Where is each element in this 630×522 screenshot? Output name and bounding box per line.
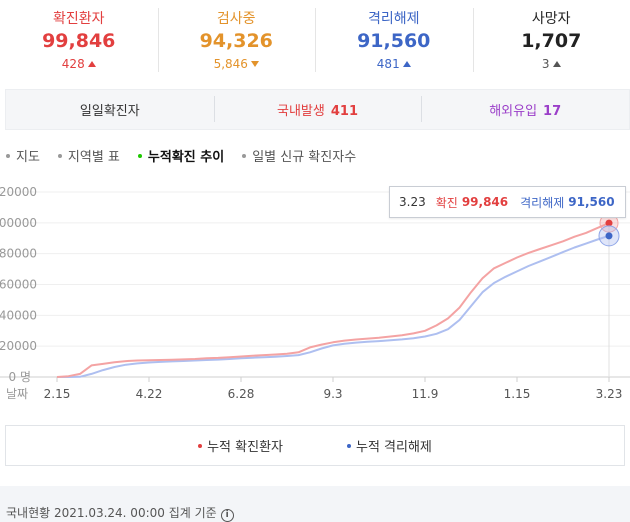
stat-label: 사망자 [531,11,571,27]
stat-change: 481 [315,57,473,71]
x-tick-label: 4.22 [136,387,163,401]
stat-confirmed: 확진환자 99,846 428 [0,0,158,80]
chart-legend: 누적 확진환자 누적 격리해제 [5,425,625,466]
daily-overseas-value: 17 [543,104,562,119]
stat-change: 3 [473,57,630,71]
y-tick-label: 60000 [0,278,37,292]
tooltip-confirmed-label: 확진 [435,195,458,210]
stat-value: 1,707 [521,30,582,52]
legend-label: 누적 확진환자 [207,440,283,455]
stat-change: 428 [0,57,158,71]
series-line-released [57,234,610,378]
tab-daily-new[interactable]: 일별 신규 확진자수 [242,146,356,166]
daily-domestic: 국내발생 411 [213,96,422,122]
tab-cumulative-trend[interactable]: 누적확진 추이 [137,146,225,166]
tab-label: 누적확진 추이 [147,150,225,165]
stat-testing: 검사중 94,326 5,846 [157,0,316,80]
stat-change: 5,846 [158,57,316,71]
confirmed-marker [605,219,613,227]
chart-tooltip: 3.23 확진 99,846 격리해제 91,560 [389,186,626,218]
daily-overseas: 해외유입 17 [421,96,629,122]
arrow-down-icon [250,61,259,67]
stat-label: 격리해제 [367,11,420,27]
bullet-icon [137,154,142,158]
x-tick-label: 3.23 [596,387,623,401]
y-tick-label: 80000 [0,247,37,261]
stat-label: 확진환자 [52,11,105,27]
arrow-up-icon [402,61,411,67]
x-tick-label: 6.28 [228,387,255,401]
cumulative-chart[interactable]: 0 명 20000 40000 60000 80000 100000 120000 날짜 2.1… [0,175,630,410]
arrow-up-icon [87,61,96,67]
tooltip-released-label: 격리해제 [520,195,565,210]
daily-domestic-value: 411 [330,104,358,119]
stat-value: 94,326 [199,30,273,52]
tab-map[interactable]: 지도 [6,146,40,166]
stat-deaths: 사망자 1,707 3 [472,0,630,80]
tab-region-table[interactable]: 지역별 표 [57,146,120,166]
legend-label: 누적 격리해제 [356,440,432,455]
x-axis-label: 날짜 [6,387,28,401]
stat-change-value: 428 [61,57,85,71]
y-tick-label: 100000 [0,216,37,230]
tab-label: 지역별 표 [67,150,120,165]
released-marker [605,232,613,240]
bullet-icon [242,154,247,158]
y-tick-label: 120000 [0,185,37,199]
tab-label: 일별 신규 확진자수 [252,150,357,165]
tooltip-confirmed-value: 99,846 [461,195,509,209]
tooltip-date: 3.23 [399,195,426,209]
footer-text: 국내현황 2021.03.24. 00:00 집계 기준 [6,506,217,520]
stat-value: 99,846 [42,30,116,52]
stat-change-value: 3 [541,57,550,71]
series-line-confirmed [56,222,610,378]
footer: 국내현황 2021.03.24. 00:00 집계 기준 i [0,486,630,522]
x-tick-label: 9.3 [323,387,342,401]
legend-confirmed[interactable]: 누적 확진환자 [198,436,283,455]
x-tick-label: 11.9 [412,387,439,401]
stat-released: 격리해제 91,560 481 [315,0,473,80]
stats-summary: 확진환자 99,846 428 검사중 94,326 5,846 격리해제 91… [0,0,630,80]
legend-dot-icon [198,444,203,448]
daily-overseas-label: 해외유입 [489,104,538,119]
info-icon[interactable]: i [220,509,234,522]
stat-value: 91,560 [357,30,431,52]
view-tabs: 지도 지역별 표 누적확진 추이 일별 신규 확진자수 [6,146,374,166]
daily-domestic-label: 국내발생 [277,104,325,119]
y-tick-label: 20000 [0,339,37,353]
stat-change-value: 481 [376,57,400,71]
daily-label: 일일확진자 [79,104,140,119]
y-tick-label: 0 명 [9,370,32,384]
bullet-icon [57,154,62,158]
arrow-up-icon [552,61,561,67]
bullet-icon [6,154,10,158]
x-tick-label: 1.15 [504,387,531,401]
tooltip-released-value: 91,560 [568,195,615,209]
daily-confirmed-bar: 일일확진자 국내발생 411 해외유입 17 [5,89,630,130]
x-tick-label: 2.15 [44,387,71,401]
stat-label: 검사중 [216,11,256,27]
legend-released[interactable]: 누적 격리해제 [347,436,432,455]
tab-label: 지도 [16,150,40,165]
legend-dot-icon [347,444,351,448]
y-tick-label: 40000 [0,308,37,322]
stat-change-value: 5,846 [213,57,248,71]
